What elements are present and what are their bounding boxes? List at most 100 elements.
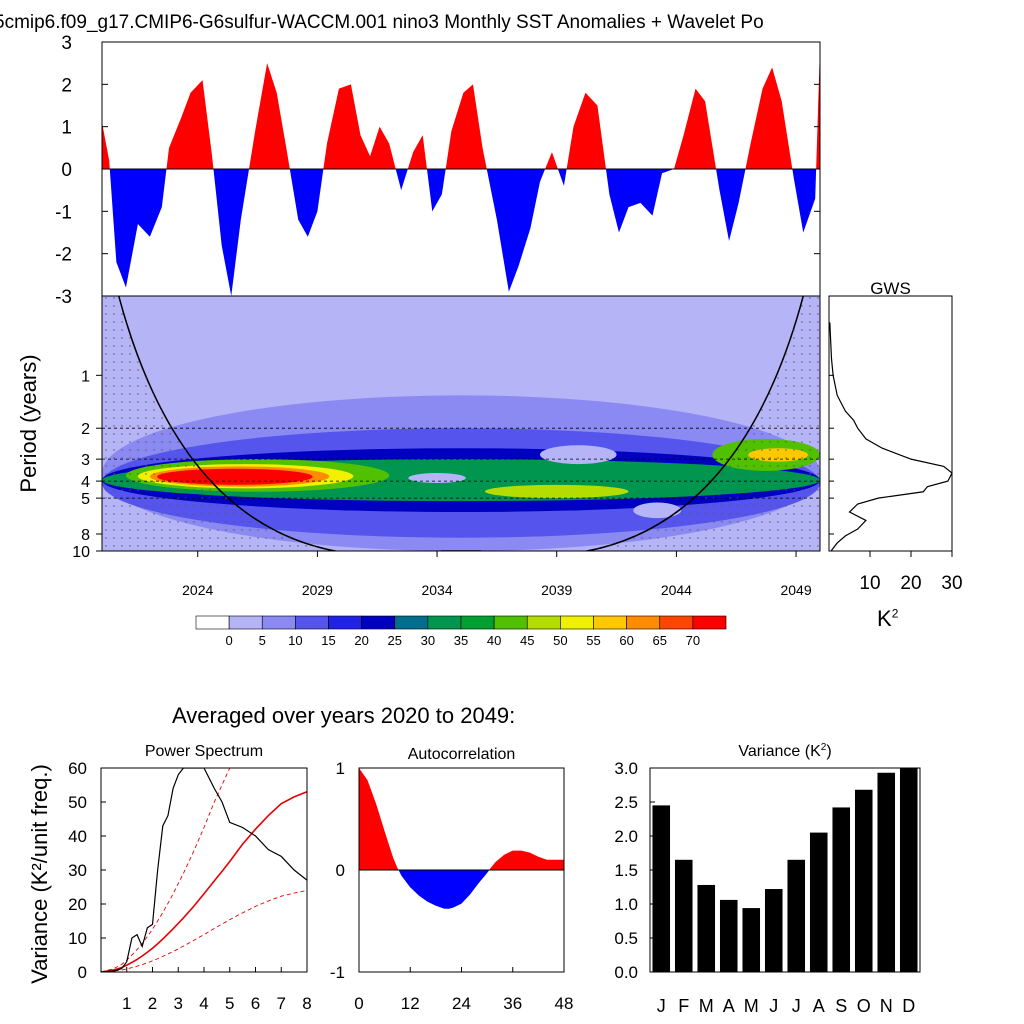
var-ytick-label: 1.0 [614,895,638,914]
var-xtick-label: J [657,996,666,1016]
positive-anomaly-area [102,46,820,169]
variance-title-sup: 2 [821,742,827,753]
power-blob-2039 [484,484,629,499]
wavelet-ytick-label: 3 [81,452,90,469]
colorbar-cell [427,615,462,630]
wavelet-xtick-label: 2029 [302,582,333,598]
ps-xtick-label: 5 [225,994,234,1013]
gws-frame [828,295,953,552]
ac-negative-area [359,870,564,909]
variance-bar [877,772,896,972]
low-power-hole-2040 [539,445,617,465]
colorbar-label: 55 [586,633,600,648]
var-xtick-label: D [902,996,915,1016]
anomaly-fill-group [102,46,820,296]
variance-bar [832,807,851,972]
lower-confidence-line [101,889,307,972]
colorbar-cell [195,615,230,630]
wavelet-ytick-label: 8 [81,527,90,544]
wavelet-xtick-label: 2049 [780,582,811,598]
var-ytick-label: 2.5 [614,793,638,812]
ac-xtick-label: 48 [555,994,574,1013]
wavelet-ytick-label: 1 [81,368,90,385]
ps-ytick-label: 30 [68,861,87,880]
power-spectrum-frame [100,767,308,973]
ps-xtick-label: 6 [251,994,260,1013]
var-ytick-label: 2.0 [614,827,638,846]
colorbar-cell [692,615,727,630]
gws-panel: GWS 10 20 30 [828,279,963,594]
colorbar-cell [394,615,429,630]
ps-ytick-label: 40 [68,827,87,846]
power-spectrum-panel: Power Spectrum 0 10 20 30 40 50 60 1 2 3 4 5 6 7 8 Varia… [27,743,312,1013]
gws-unit-label: K2 [877,606,898,632]
var-xtick-label: O [857,996,871,1016]
low-power-hole-2043 [633,502,682,519]
colorbar: 0 5 10 15 20 25 30 35 40 45 50 55 60 65 70 [195,615,727,648]
ps-xtick-label: 8 [302,994,311,1013]
var-xtick-label: A [723,996,735,1016]
colorbar-cell [560,615,594,630]
variance-bar [854,789,873,972]
wavelet-power-panel: 1 2 3 45 810 Period (years) 2024 2029 2034 2039 20… [16,295,821,598]
anomaly-ytick-label: -2 [55,245,72,266]
variance-bar [674,859,693,972]
anomaly-ytick-label: -1 [55,202,72,223]
wavelet-ytick-label: 4 [81,474,90,491]
ac-ytick-label: -1 [330,963,345,982]
variance-bar [764,889,783,972]
var-ytick-label: 3.0 [614,759,638,778]
colorbar-label: 40 [487,633,501,648]
colorbar-label: 70 [686,633,700,648]
sst-anomaly-panel: 3 2 1 0 -1 -2 -3 [55,33,821,308]
colorbar-label: 30 [421,633,435,648]
var-xtick-label: J [769,996,778,1016]
variance-title: Variance (K2) [738,742,831,760]
ps-xtick-label: 2 [148,994,157,1013]
wavelet-ytick-label: 2 [81,421,90,438]
wavelet-fill-group [102,296,820,551]
anomaly-ytick-label: 2 [61,75,72,96]
wavelet-ylabel: Period (years) [16,354,41,492]
gws-xtick-label: 20 [900,573,921,594]
power-spectrum-title: Power Spectrum [145,743,263,760]
colorbar-label: 65 [653,633,667,648]
ac-xtick-label: 36 [503,994,522,1013]
variance-title-base: Variance (K [738,743,821,760]
var-xtick-label: N [880,996,893,1016]
colorbar-cell [659,615,694,630]
var-ytick-label: 0.5 [614,929,638,948]
colorbar-label: 15 [321,633,335,648]
var-ytick-label: 1.5 [614,861,638,880]
colorbar-cell [460,615,495,630]
variance-title-end: ) [826,743,831,760]
colorbar-label: 5 [259,633,266,648]
ac-ytick-label: 0 [336,861,345,880]
wavelet-xtick-label: 2034 [421,582,452,598]
ac-xtick-label: 24 [452,994,471,1013]
negative-anomaly-area [102,169,820,296]
spectrum-line [101,768,307,972]
autocorrelation-fill [359,768,564,909]
averaged-title: Averaged over years 2020 to 2049: [172,703,516,728]
gws-line [829,322,953,552]
ps-xtick-label: 1 [122,994,131,1013]
ac-ytick-label: 1 [336,759,345,778]
main-title: 5cmip6.f09_g17.CMIP6-G6sulfur-WACCM.001 … [0,12,764,33]
variance-bar [787,859,806,972]
var-xtick-label: A [813,996,825,1016]
ps-xtick-label: 7 [277,994,286,1013]
cone-of-influence [118,296,804,551]
var-xtick-label: M [744,996,759,1016]
var-xtick-label: S [835,996,847,1016]
low-power-hole-2034 [408,473,466,483]
autocorrelation-title: Autocorrelation [408,746,516,763]
ac-positive-area [359,768,564,870]
colorbar-label: 60 [619,633,633,648]
ps-xtick-label: 3 [174,994,183,1013]
wavelet-ytick-label: 10 [72,544,90,561]
variance-bar [697,884,716,972]
colorbar-label: 50 [553,633,567,648]
variance-bar [652,805,671,972]
anomaly-ytick-label: 3 [61,33,72,54]
